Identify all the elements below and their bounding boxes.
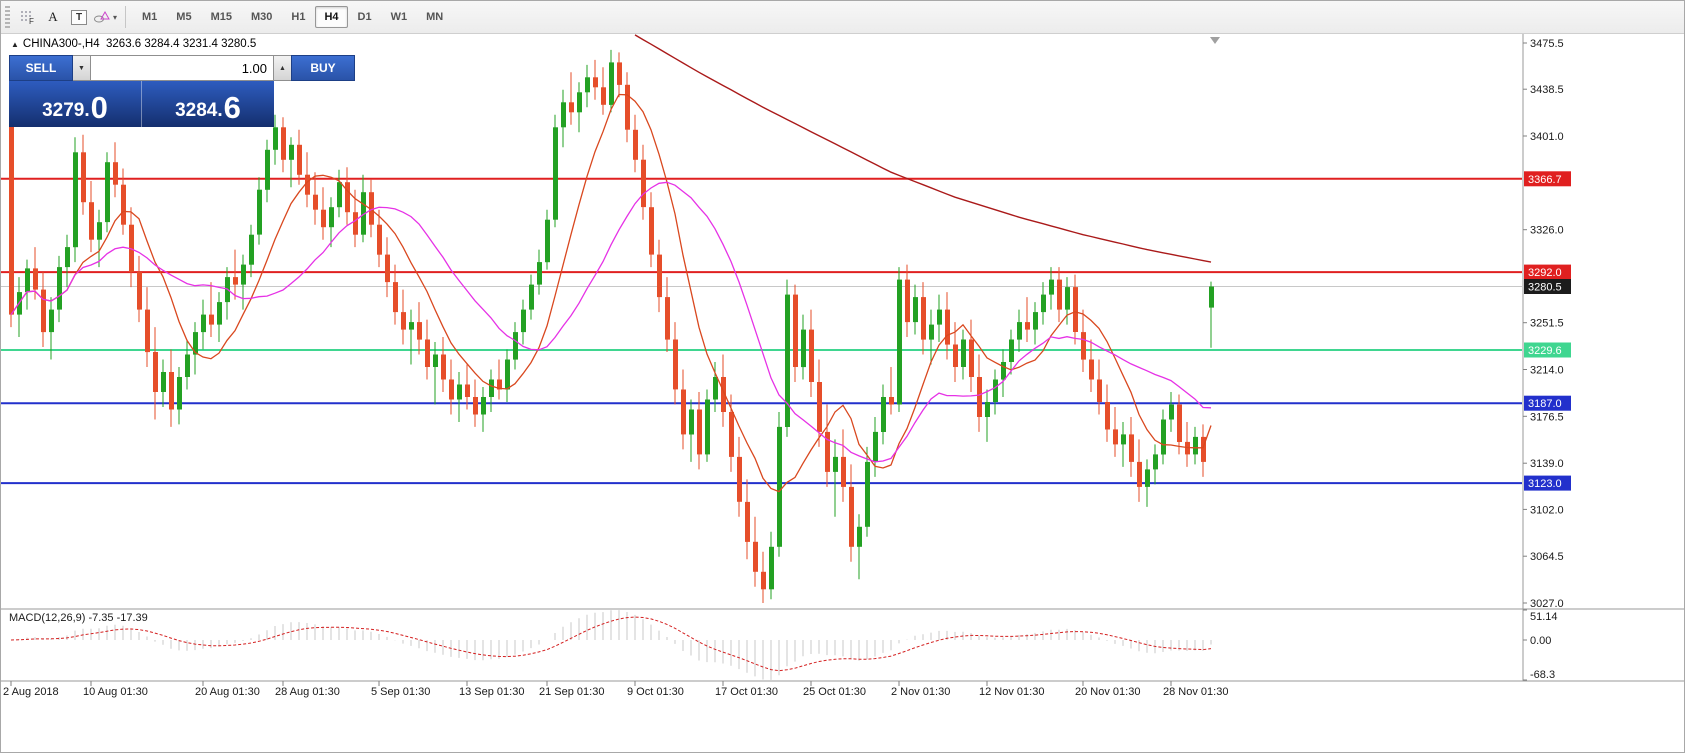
price-tick-label: 3251.5 bbox=[1530, 318, 1564, 330]
price-tick-label: 3139.0 bbox=[1530, 458, 1564, 470]
svg-text:3280.5: 3280.5 bbox=[1528, 282, 1562, 294]
chart-marker-icon: ▲ bbox=[11, 39, 19, 49]
price-tick-label: 3102.0 bbox=[1530, 504, 1564, 516]
price-tick-label: 3401.0 bbox=[1530, 131, 1564, 143]
price-chart-svg[interactable]: 3475.5 3438.5 3401.0 3326.0 3251.5 3214.0 3176… bbox=[1, 34, 1685, 753]
time-tick-label: 2 Aug 2018 bbox=[3, 686, 59, 698]
price-badge-3229.6: 3229.6 bbox=[1524, 342, 1571, 358]
time-tick-label: 25 Oct 01:30 bbox=[803, 686, 866, 698]
buy-price-display[interactable]: 3284. 6 bbox=[141, 81, 274, 127]
time-tick-label: 2 Nov 01:30 bbox=[891, 686, 950, 698]
svg-text:3366.7: 3366.7 bbox=[1528, 174, 1562, 186]
macd-indicator-label: MACD(12,26,9) -7.35 -17.39 bbox=[9, 612, 148, 624]
time-axis[interactable]: 2 Aug 2018 10 Aug 01:30 20 Aug 01:30 28 Aug… bbox=[3, 681, 1228, 698]
time-tick-label: 5 Sep 01:30 bbox=[371, 686, 430, 698]
shapes-icon bbox=[94, 10, 110, 23]
buy-button[interactable]: BUY bbox=[291, 55, 355, 81]
price-badge-3292.0: 3292.0 bbox=[1524, 264, 1571, 280]
sell-price-main: 3279. bbox=[42, 100, 90, 121]
shapes-tool-button[interactable]: ▾ bbox=[92, 5, 118, 29]
time-tick-label: 13 Sep 01:30 bbox=[459, 686, 524, 698]
timeframe-button-m30[interactable]: M30 bbox=[250, 11, 273, 23]
price-badge-3366.7: 3366.7 bbox=[1524, 171, 1571, 187]
macd-axis-label: 0.00 bbox=[1530, 635, 1551, 647]
text-tool-icon: T bbox=[71, 9, 87, 25]
timeframe-button-m5[interactable]: M5 bbox=[176, 11, 192, 23]
svg-text:3292.0: 3292.0 bbox=[1528, 267, 1562, 279]
macd-signal-line bbox=[10, 616, 1212, 672]
sell-price-big-digit: 0 bbox=[90, 89, 108, 125]
timeframe-button-m1[interactable]: M1 bbox=[142, 11, 158, 23]
time-tick-label: 21 Sep 01:30 bbox=[539, 686, 604, 698]
text-label-tool-button[interactable]: A bbox=[40, 5, 66, 29]
macd-layer bbox=[10, 610, 1212, 680]
time-tick-label: 20 Aug 01:30 bbox=[195, 686, 260, 698]
chart-shift-marker[interactable] bbox=[1210, 37, 1220, 44]
toolbar-separator bbox=[125, 6, 127, 28]
price-tick-label: 3027.0 bbox=[1530, 598, 1564, 610]
moving-averages-layer bbox=[10, 34, 1212, 493]
buy-price-main: 3284. bbox=[175, 100, 223, 121]
trade-panel-controls: SELL ▼ ▲ BUY bbox=[9, 55, 355, 81]
toolbar: F A T ▾ M1 M5 M15 M30 H1 H4 D1 W1 MN bbox=[1, 1, 1684, 34]
stamp-tool-button[interactable]: F bbox=[14, 5, 40, 29]
time-tick-label: 28 Nov 01:30 bbox=[1163, 686, 1228, 698]
timeframe-toolbar: M1 M5 M15 M30 H1 H4 D1 W1 MN bbox=[133, 6, 453, 28]
ma-fast-line bbox=[10, 93, 1212, 493]
horizontal-lines-layer[interactable] bbox=[1, 177, 1522, 485]
timeframe-button-d1[interactable]: D1 bbox=[357, 11, 372, 23]
one-click-trading-panel: SELL ▼ ▲ BUY 3279.0 3284.6 bbox=[9, 55, 355, 127]
price-tick-label: 3214.0 bbox=[1530, 365, 1564, 377]
stamp-icon: F bbox=[20, 10, 34, 26]
symbol-info: ▲ CHINA300-,H4 3263.6 3284.4 3231.4 3280… bbox=[11, 38, 256, 50]
text-tool-button[interactable]: T bbox=[66, 5, 92, 29]
candles-layer bbox=[9, 49, 1214, 603]
symbol-ohlc-text: CHINA300-,H4 3263.6 3284.4 3231.4 3280.5 bbox=[22, 38, 257, 50]
volume-input[interactable] bbox=[90, 55, 274, 81]
sell-button[interactable]: SELL bbox=[9, 55, 73, 81]
ma-mid-line bbox=[10, 181, 1212, 463]
price-badge-3280.5: 3280.5 bbox=[1524, 279, 1571, 294]
svg-text:3187.0: 3187.0 bbox=[1528, 398, 1562, 410]
volume-decrease-button[interactable]: ▼ bbox=[73, 55, 90, 81]
svg-text:3229.6: 3229.6 bbox=[1528, 345, 1562, 357]
timeframe-button-m15[interactable]: M15 bbox=[210, 11, 232, 23]
timeframe-button-w1[interactable]: W1 bbox=[390, 11, 408, 23]
macd-axis-label: 51.14 bbox=[1530, 611, 1558, 623]
price-tick-label: 3064.5 bbox=[1530, 551, 1564, 563]
price-axis[interactable]: 3475.5 3438.5 3401.0 3326.0 3251.5 3214.0 3176… bbox=[1, 34, 1685, 682]
time-tick-label: 9 Oct 01:30 bbox=[627, 686, 684, 698]
volume-increase-button[interactable]: ▲ bbox=[274, 55, 291, 81]
ma-slow-line bbox=[634, 34, 1212, 263]
price-tick-label: 3438.5 bbox=[1530, 84, 1564, 96]
sell-price-display[interactable]: 3279. 0 bbox=[9, 81, 141, 127]
time-tick-label: 17 Oct 01:30 bbox=[715, 686, 778, 698]
chart-region[interactable]: 3475.5 3438.5 3401.0 3326.0 3251.5 3214.0 3176… bbox=[1, 34, 1685, 753]
price-tick-label: 3176.5 bbox=[1530, 411, 1564, 423]
price-tick-label: 3475.5 bbox=[1530, 38, 1564, 50]
timeframe-button-h4[interactable]: H4 bbox=[315, 6, 348, 28]
price-badge-3187.0: 3187.0 bbox=[1524, 395, 1571, 411]
time-tick-label: 10 Aug 01:30 bbox=[83, 686, 148, 698]
buy-price-big-digit: 6 bbox=[223, 89, 241, 125]
svg-text:3123.0: 3123.0 bbox=[1528, 478, 1562, 490]
text-label-icon: A bbox=[48, 9, 58, 24]
timeframe-button-mn[interactable]: MN bbox=[426, 11, 444, 23]
price-badge-3123.0: 3123.0 bbox=[1524, 475, 1571, 491]
svg-text:F: F bbox=[29, 17, 34, 26]
toolbar-gripper[interactable] bbox=[5, 6, 10, 28]
trade-panel-prices: 3279. 0 3284. 6 bbox=[9, 81, 274, 127]
macd-axis-label: -68.3 bbox=[1530, 669, 1555, 681]
time-tick-label: 28 Aug 01:30 bbox=[275, 686, 340, 698]
time-tick-label: 20 Nov 01:30 bbox=[1075, 686, 1140, 698]
chevron-down-icon: ▾ bbox=[113, 12, 118, 22]
timeframe-button-h1[interactable]: H1 bbox=[291, 11, 306, 23]
price-tick-label: 3326.0 bbox=[1530, 225, 1564, 237]
time-tick-label: 12 Nov 01:30 bbox=[979, 686, 1044, 698]
